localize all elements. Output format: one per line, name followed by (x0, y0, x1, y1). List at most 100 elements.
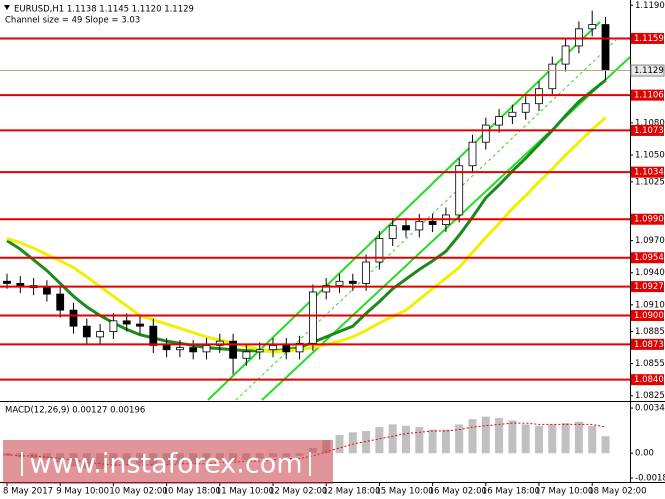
candle-body (96, 331, 104, 338)
level-label-box (631, 213, 664, 225)
candle-body (575, 28, 583, 47)
level-label: 1.0900 (634, 311, 664, 321)
x-tick-label: 16 May 02:00 (429, 487, 487, 497)
macd-bar (455, 424, 464, 454)
candle-body (455, 165, 464, 216)
y-tick-label: 1.0940 (635, 268, 665, 278)
x-tick-label: 10 May 02:00 (109, 487, 167, 497)
y-tick-label: 1.0910 (635, 300, 665, 310)
candle-body (255, 349, 264, 353)
x-tick-label: 11 May 10:00 (216, 487, 274, 497)
candle-body (69, 309, 78, 327)
candle-body (16, 283, 25, 286)
level-label: 1.0990 (634, 215, 664, 225)
candle-body (322, 285, 331, 293)
x-tick-label: 17 May 10:00 (535, 487, 593, 497)
candle-body (269, 345, 277, 351)
macd-title: MACD(12,26,9) 0.00127 0.00196 (5, 406, 145, 416)
macd-bar (402, 425, 410, 454)
y-tick-label: 1.0970 (635, 236, 665, 246)
channel-line (207, 21, 601, 401)
level-label: 1.1106 (634, 91, 664, 101)
candle-body (202, 345, 211, 353)
level-label-box (631, 124, 664, 136)
candle-body (521, 103, 530, 113)
level-label-box (631, 89, 664, 101)
candle-body (362, 261, 371, 284)
y-tick-label: 1.1025 (635, 177, 665, 187)
y-tick-label: 1.1080 (635, 118, 665, 128)
candle-body (3, 280, 11, 284)
x-tick-label: 12 May 02:00 (269, 487, 327, 497)
y-tick-label: 1.1190 (635, 1, 665, 11)
candle-body (468, 141, 477, 167)
candle-body (388, 225, 397, 239)
candle-body (415, 220, 424, 231)
watermark-box (3, 440, 333, 484)
candle-body (149, 325, 158, 346)
candle-body (242, 351, 251, 359)
x-tick-label: 8 May 2017 (3, 487, 53, 497)
candle-body (508, 111, 517, 117)
candle-body (308, 291, 317, 344)
level-label-box (631, 338, 664, 350)
x-tick-label: 12 May 18:00 (322, 487, 380, 497)
level-label-box (631, 374, 664, 386)
candle-body (535, 88, 543, 105)
candle-body (162, 345, 171, 351)
candle-body (229, 340, 238, 359)
candle-body (548, 63, 557, 90)
y-tick-label: 1.1050 (635, 151, 665, 161)
candle-body (428, 220, 437, 225)
macd-bar (574, 421, 583, 454)
candle-body (481, 124, 490, 143)
macd-bar (588, 425, 597, 454)
macd-bar (521, 424, 530, 454)
candle-body (402, 225, 410, 231)
level-label: 1.0873 (634, 340, 664, 350)
y-tick-label: 1.0855 (635, 359, 665, 369)
macd-bar (441, 429, 450, 454)
candle-body (335, 280, 344, 286)
macd-bar (375, 427, 384, 454)
candle-body (109, 320, 118, 332)
candle-body (136, 323, 144, 327)
candle-body (348, 280, 357, 284)
macd-bar (335, 434, 344, 454)
macd-bar (508, 420, 517, 454)
x-tick-label: 9 May 10:00 (56, 487, 109, 497)
level-label: 1.1159 (634, 34, 664, 44)
macd-bar (548, 424, 557, 454)
candle-body (56, 293, 65, 311)
macd-bar (415, 427, 424, 454)
macd-bar (468, 419, 477, 454)
candle-body (495, 116, 504, 126)
last-price-box (630, 64, 665, 77)
candle-body (215, 340, 224, 346)
x-tick-label: 16 May 18:00 (482, 487, 540, 497)
macd-bar (388, 424, 397, 454)
candle-body (43, 287, 51, 295)
candle-body (122, 320, 131, 325)
y-tick-label: 1.0885 (635, 327, 665, 337)
macd-bar (495, 417, 504, 454)
last-price-label: 1.1129 (634, 66, 664, 76)
candle-body (189, 347, 198, 353)
macd-bar (428, 429, 437, 454)
chart-title: EURUSD,H1 1.1138 1.1145 1.1120 1.1129 (14, 5, 194, 15)
candle-body (588, 24, 597, 30)
candle-body (561, 45, 570, 65)
macd-tick-label: -0.00189 (635, 473, 665, 483)
x-tick-label: 15 May 10:00 (375, 487, 433, 497)
macd-bar (348, 432, 357, 454)
level-label: 1.1073 (634, 126, 664, 136)
level-label: 1.1034 (634, 168, 664, 178)
level-label: 1.0840 (634, 375, 664, 385)
candle-body (601, 24, 610, 71)
macd-bar (481, 416, 490, 454)
level-label: 1.0954 (634, 253, 664, 263)
level-label: 1.0927 (634, 282, 664, 292)
level-label-box (631, 281, 664, 293)
candle-body (175, 347, 184, 351)
